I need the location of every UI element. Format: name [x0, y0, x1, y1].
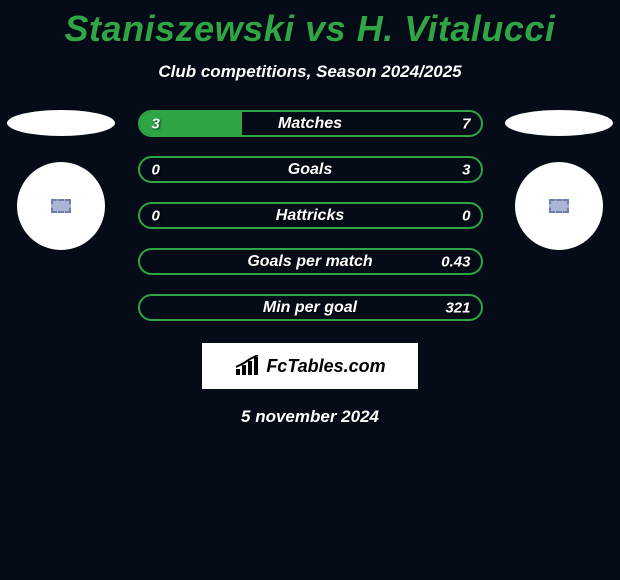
stat-label: Hattricks [276, 207, 344, 225]
stat-value-right: 7 [462, 115, 470, 132]
stat-bar: 0 Goals 3 [138, 156, 483, 183]
brand-text: FcTables.com [266, 356, 385, 377]
stat-bar: Goals per match 0.43 [138, 248, 483, 275]
date-label: 5 november 2024 [0, 407, 620, 427]
stat-label: Matches [278, 115, 342, 133]
player-left-column [6, 110, 116, 250]
stat-value-right: 0.43 [441, 253, 470, 270]
club-badge-left [17, 162, 105, 250]
stats-bars: 3 Matches 7 0 Goals 3 0 Hattricks 0 Goals per mat… [138, 110, 483, 321]
flag-left [7, 110, 115, 136]
club-badge-right [515, 162, 603, 250]
flag-right [505, 110, 613, 136]
stat-value-left: 0 [152, 207, 160, 224]
brand-box: FcTables.com [202, 343, 418, 389]
stat-value-right: 0 [462, 207, 470, 224]
stat-label: Min per goal [263, 299, 357, 317]
stat-bar: 3 Matches 7 [138, 110, 483, 137]
club-placeholder-icon [549, 199, 569, 213]
comparison-content: 3 Matches 7 0 Goals 3 0 Hattricks 0 Goals per mat… [0, 110, 620, 321]
stat-value-right: 321 [445, 299, 470, 316]
brand-chart-icon [234, 355, 262, 377]
stat-label: Goals [288, 161, 332, 179]
stat-value-right: 3 [462, 161, 470, 178]
stat-value-left: 3 [152, 115, 160, 132]
player-right-column [504, 110, 614, 250]
subtitle: Club competitions, Season 2024/2025 [0, 62, 620, 82]
stat-bar: Min per goal 321 [138, 294, 483, 321]
stat-label: Goals per match [247, 253, 372, 271]
stat-bar: 0 Hattricks 0 [138, 202, 483, 229]
stat-value-left: 0 [152, 161, 160, 178]
club-placeholder-icon [51, 199, 71, 213]
page-title: Staniszewski vs H. Vitalucci [0, 0, 620, 50]
